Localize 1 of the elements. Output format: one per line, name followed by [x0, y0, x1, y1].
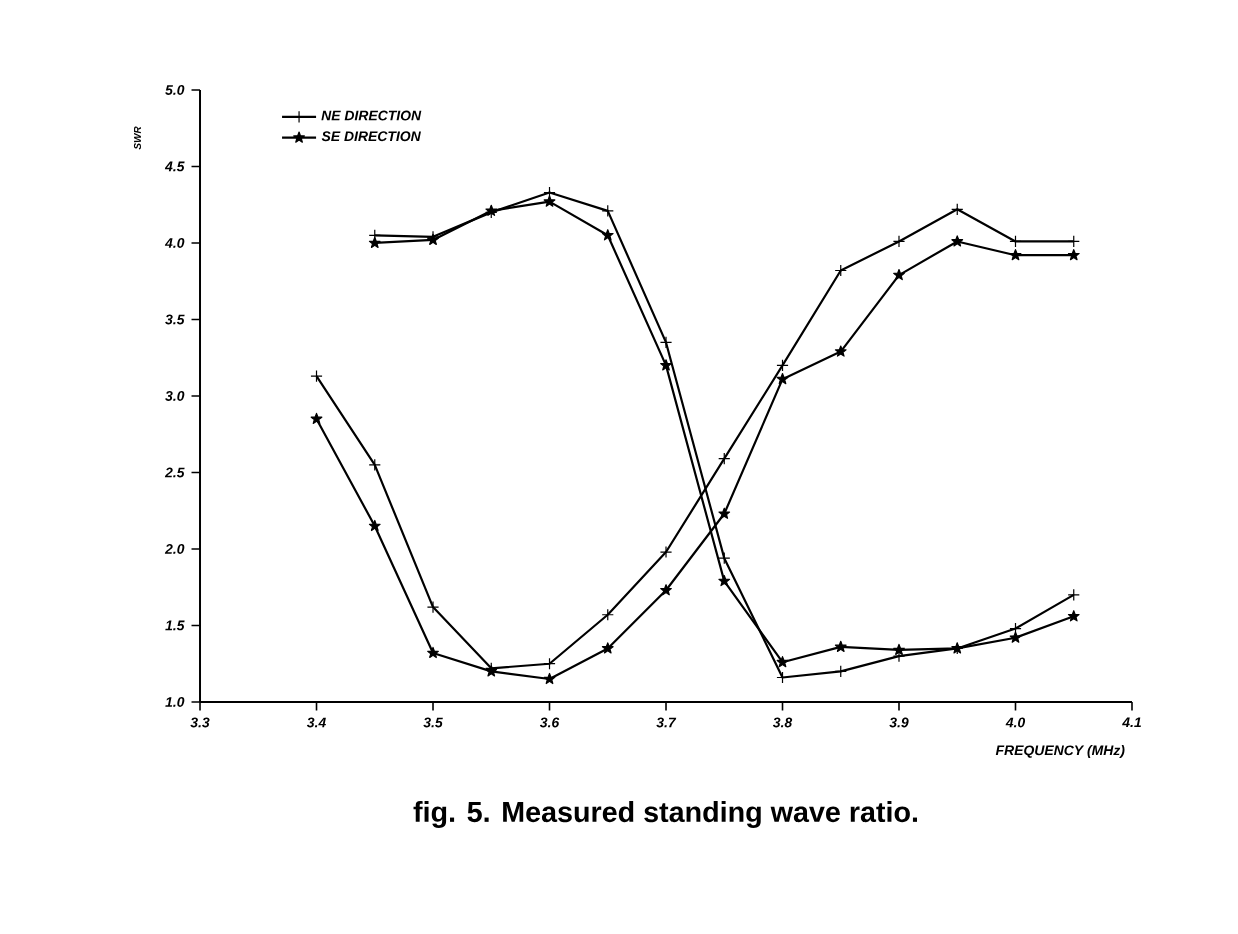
- text: fig. 5. Measured standing wave ratio.: [413, 801, 918, 828]
